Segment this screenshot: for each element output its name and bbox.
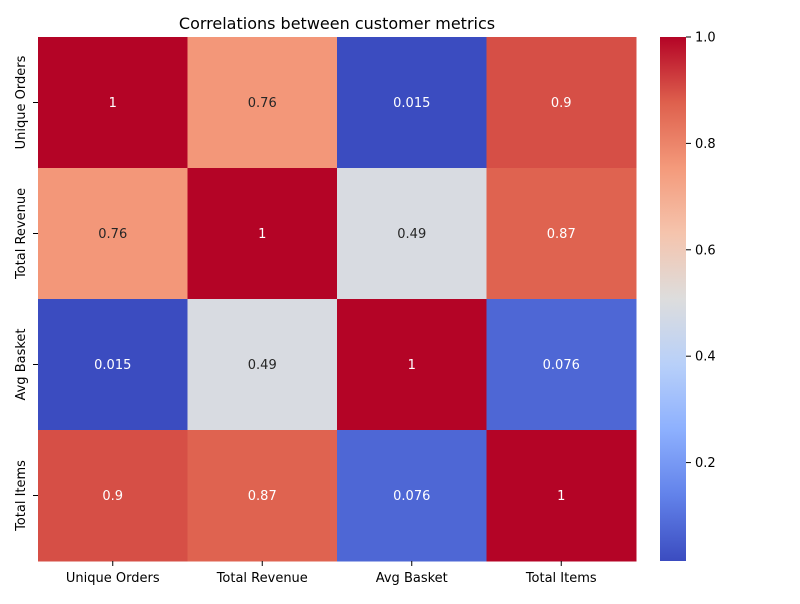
cell-value-label: 0.76	[98, 227, 127, 242]
heatmap-cell	[187, 430, 338, 562]
heatmap-cell	[38, 37, 188, 169]
heatmap-cell	[38, 168, 188, 300]
cell-value-label: 0.49	[248, 358, 277, 373]
row-label: Avg Basket	[14, 328, 29, 400]
row-label: Total Revenue	[14, 188, 29, 280]
cell-value-label: 0.87	[248, 489, 277, 504]
cell-value-label: 0.015	[94, 358, 131, 373]
heatmap-cell	[337, 299, 487, 431]
cell-value-label: 0.076	[393, 489, 430, 504]
heatmap-cells: 1 0.76 0.015 0.9 0.76 1 0.49 0.87 0.015 0.49 1 0.07…	[38, 37, 637, 562]
colorbar: 0.2 0.4 0.6 0.8 1.0	[660, 31, 716, 561]
colorbar-tick-label: 0.8	[695, 137, 716, 152]
cell-value-label: 0.87	[547, 227, 576, 242]
column-label: Total Items	[525, 571, 597, 586]
cell-value-label: 1	[557, 489, 565, 504]
heatmap-cell	[486, 168, 637, 300]
colorbar-tick-label: 0.4	[695, 350, 716, 365]
column-label: Avg Basket	[376, 571, 448, 586]
column-label: Total Revenue	[216, 571, 308, 586]
cell-value-label: 0.9	[102, 489, 123, 504]
colorbar-gradient	[660, 37, 686, 561]
cell-value-label: 0.9	[551, 96, 572, 111]
cell-value-label: 0.076	[543, 358, 580, 373]
column-labels: Unique Orders Total Revenue Avg Basket Tota…	[66, 561, 597, 586]
heatmap-cell	[38, 430, 188, 562]
heatmap-cell	[337, 168, 487, 300]
row-label: Unique Orders	[14, 55, 29, 149]
heatmap-cell	[38, 299, 188, 431]
colorbar-tick-label: 0.6	[695, 243, 716, 258]
cell-value-label: 0.49	[397, 227, 426, 242]
colorbar-tick-label: 0.2	[695, 456, 716, 471]
cell-value-label: 0.015	[393, 96, 430, 111]
heatmap-cell	[187, 37, 338, 169]
heatmap-cell	[187, 168, 338, 300]
colorbar-tick-label: 1.0	[695, 31, 716, 46]
heatmap-cell	[337, 37, 487, 169]
row-labels: Unique Orders Total Revenue Avg Basket Tota…	[14, 55, 38, 532]
heatmap-cell	[187, 299, 338, 431]
cell-value-label: 1	[109, 96, 117, 111]
heatmap-cell	[486, 430, 637, 562]
cell-value-label: 1	[408, 358, 416, 373]
row-label: Total Items	[14, 460, 29, 532]
heatmap-cell	[486, 37, 637, 169]
heatmap-cell	[337, 430, 487, 562]
chart-title: Correlations between customer metrics	[179, 14, 495, 33]
cell-value-label: 0.76	[248, 96, 277, 111]
heatmap-cell	[486, 299, 637, 431]
column-label: Unique Orders	[66, 571, 160, 586]
cell-value-label: 1	[258, 227, 266, 242]
